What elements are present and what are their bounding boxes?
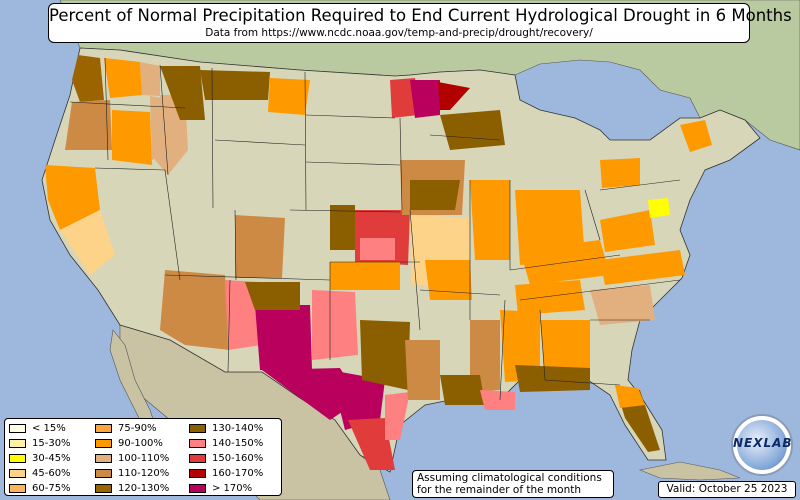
region-tn xyxy=(515,280,585,315)
region-tx-ne xyxy=(405,340,440,400)
region-sc xyxy=(590,285,655,325)
region-al xyxy=(500,310,540,382)
assumption-note: Assuming climatological conditions for t… xyxy=(412,470,614,498)
legend-item: 30-45% xyxy=(9,451,71,466)
legend-item: 45-60% xyxy=(9,466,71,481)
region-la xyxy=(440,375,485,405)
map-subtitle: Data from https://www.ncdc.noaa.gov/temp… xyxy=(205,27,593,39)
region-ks-east xyxy=(360,238,395,260)
region-mn xyxy=(390,78,418,118)
legend-column-1: < 15% 15-30% 30-45% 45-60% 60-75% xyxy=(9,421,71,496)
region-wa-central xyxy=(104,58,142,98)
region-nm-north xyxy=(245,282,300,310)
region-az xyxy=(160,270,230,350)
region-ca-central xyxy=(60,210,115,275)
legend-item: 100-110% xyxy=(95,451,169,466)
region-wi-north xyxy=(438,82,470,110)
legend-swatch xyxy=(9,454,26,463)
region-ne xyxy=(330,205,355,250)
region-wa-west xyxy=(72,55,104,102)
legend-swatch xyxy=(189,469,206,478)
legend-item: 90-100% xyxy=(95,436,169,451)
region-ok xyxy=(330,262,400,290)
legend-item: 160-170% xyxy=(189,466,263,481)
region-pa xyxy=(600,158,640,188)
legend-item: 15-30% xyxy=(9,436,71,451)
assumption-note-line-1: Assuming climatological conditions xyxy=(417,472,602,484)
region-tx-coast xyxy=(385,392,410,440)
state-borders xyxy=(69,57,681,401)
legend-item: 75-90% xyxy=(95,421,169,436)
legend-swatch xyxy=(95,439,112,448)
legend: < 15% 15-30% 30-45% 45-60% 60-75% 75-90%… xyxy=(4,418,282,496)
legend-item: 130-140% xyxy=(189,421,263,436)
region-mo-south xyxy=(425,260,472,300)
globe-icon xyxy=(737,420,787,470)
map-title: Percent of Normal Precipitation Required… xyxy=(49,6,792,25)
legend-item: 60-75% xyxy=(9,481,71,496)
region-va xyxy=(600,210,655,252)
region-fl-mid xyxy=(615,385,645,408)
region-or-west xyxy=(65,100,112,150)
region-mt-orange xyxy=(268,78,310,115)
legend-swatch xyxy=(189,454,206,463)
region-md xyxy=(648,198,670,218)
region-ia-south xyxy=(410,180,460,210)
legend-swatch xyxy=(95,484,112,493)
title-box: Percent of Normal Precipitation Required… xyxy=(48,3,792,43)
legend-swatch xyxy=(9,469,26,478)
legend-swatch xyxy=(95,469,112,478)
legend-item: 150-160% xyxy=(189,451,263,466)
legend-swatch xyxy=(189,439,206,448)
assumption-note-line-2: for the remainder of the month xyxy=(417,484,582,496)
region-tx-south xyxy=(348,418,395,470)
legend-item: < 15% xyxy=(9,421,71,436)
region-wa-east xyxy=(140,62,160,96)
region-ga xyxy=(540,320,590,378)
logo-text: NEXLAB xyxy=(733,436,793,450)
legend-column-3: 130-140% 140-150% 150-160% 160-170% > 17… xyxy=(189,421,263,496)
legend-swatch xyxy=(95,454,112,463)
region-ca-north xyxy=(45,165,100,230)
legend-item: > 170% xyxy=(189,481,263,496)
legend-swatch xyxy=(9,439,26,448)
region-or-central xyxy=(112,110,152,165)
region-wi-west xyxy=(410,80,440,118)
region-tx-central xyxy=(330,370,385,430)
legend-item: 140-150% xyxy=(189,436,263,451)
legend-item: 120-130% xyxy=(95,481,169,496)
legend-column-2: 75-90% 90-100% 100-110% 110-120% 120-130… xyxy=(95,421,169,496)
region-mi xyxy=(440,110,505,150)
region-la-coast xyxy=(480,390,515,410)
region-nm-east xyxy=(255,305,312,370)
legend-item: 110-120% xyxy=(95,466,169,481)
legend-swatch xyxy=(9,424,26,433)
cuba-land xyxy=(638,461,741,481)
valid-date: Valid: October 25 2023 xyxy=(658,481,796,498)
region-tx-east xyxy=(360,320,410,390)
region-mt-west xyxy=(160,66,205,120)
legend-swatch xyxy=(9,484,26,493)
region-tx-panhandle xyxy=(312,290,358,360)
nexlab-logo: NEXLAB xyxy=(731,414,793,476)
legend-swatch xyxy=(189,484,206,493)
region-co xyxy=(235,215,285,278)
region-ne-coast xyxy=(680,120,712,152)
legend-swatch xyxy=(95,424,112,433)
region-mt-east xyxy=(200,70,270,100)
region-ms xyxy=(470,320,500,392)
legend-swatch xyxy=(189,424,206,433)
region-il xyxy=(470,180,510,260)
region-nc xyxy=(600,250,685,285)
region-gulf xyxy=(515,365,590,392)
